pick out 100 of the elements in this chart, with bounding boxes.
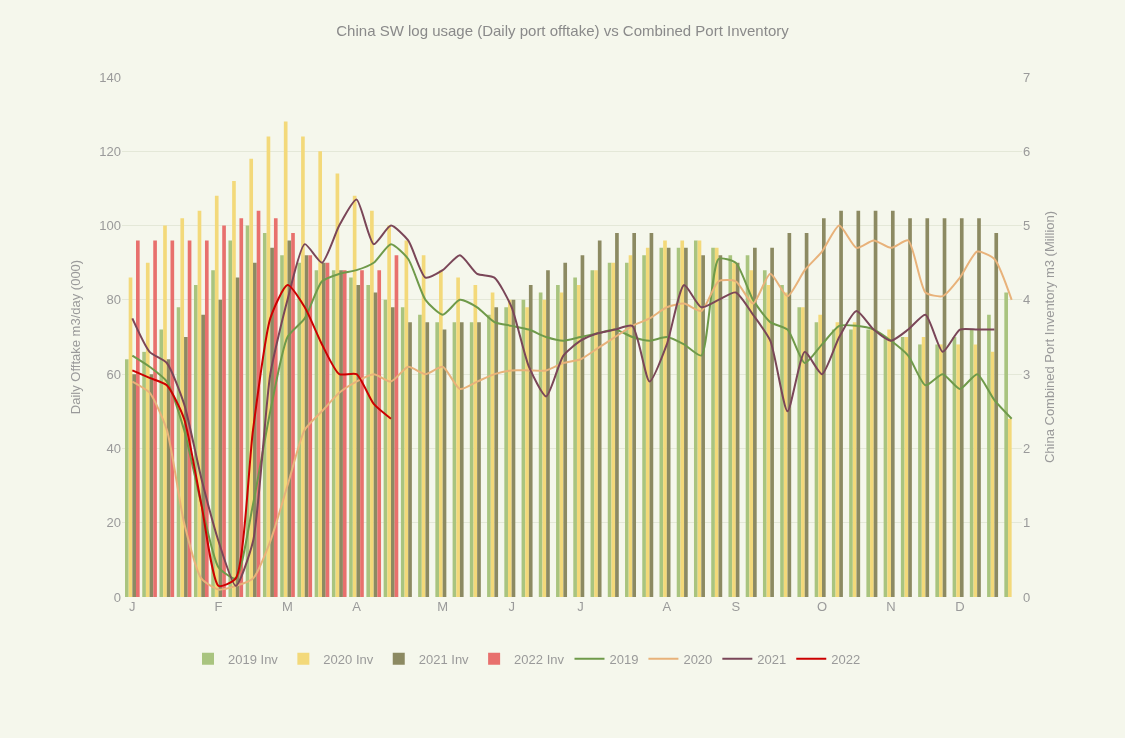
bar <box>797 307 802 597</box>
bar <box>663 240 667 597</box>
bar <box>204 240 209 597</box>
y-tick-label: 80 <box>106 292 121 308</box>
y-axis-title: Daily Offtake m3/day (000) <box>68 259 84 415</box>
x-tick-label: D <box>955 599 965 614</box>
y-tick-label: 20 <box>106 515 121 531</box>
bar <box>908 218 912 597</box>
bar <box>136 240 140 597</box>
bar <box>297 262 302 597</box>
y2-tick-label: 0 <box>1023 589 1031 605</box>
bar <box>749 270 754 597</box>
bar <box>280 255 284 597</box>
bar <box>228 240 233 597</box>
bar <box>783 292 788 597</box>
bar <box>959 218 964 597</box>
bar <box>611 262 616 597</box>
bar <box>939 344 943 597</box>
x-tick-label: J <box>129 599 136 614</box>
bar <box>780 285 784 597</box>
bar <box>387 225 391 597</box>
bar <box>594 270 598 597</box>
y2-tick-label: 5 <box>1023 218 1031 234</box>
legend-label: 2019 <box>609 651 639 667</box>
y2-tick-label: 6 <box>1023 143 1031 159</box>
x-tick-label: A <box>352 599 362 614</box>
bar <box>214 195 219 597</box>
bar <box>170 240 175 597</box>
legend-label: 2022 <box>831 651 861 667</box>
bar <box>887 329 891 597</box>
bar <box>714 247 719 597</box>
bar <box>866 329 871 597</box>
bar <box>400 307 405 597</box>
bar <box>831 329 836 597</box>
bar <box>542 299 547 597</box>
bar <box>856 210 861 597</box>
x-tick-label: A <box>662 599 672 614</box>
bar <box>408 322 412 597</box>
legend-label: 2020 <box>683 651 713 667</box>
bar <box>546 270 550 597</box>
bar <box>283 121 288 597</box>
bar <box>349 277 353 597</box>
x-tick-label: J <box>577 599 584 614</box>
bar <box>370 210 374 597</box>
bar <box>890 210 895 597</box>
bar <box>839 210 843 597</box>
y-tick-label: 60 <box>106 366 121 382</box>
bar <box>925 218 930 597</box>
bar <box>456 277 460 597</box>
bar <box>366 285 371 597</box>
x-tick-label: F <box>214 599 223 614</box>
y2-tick-label: 2 <box>1023 440 1031 456</box>
bar <box>556 285 560 597</box>
y-tick-label: 140 <box>99 69 121 85</box>
x-tick-label: O <box>816 599 828 614</box>
bar <box>935 344 940 597</box>
chart-title: China SW log usage (Daily port offtake) vs Combined Port Inventory <box>336 22 790 40</box>
y-tick-label: 100 <box>99 218 121 234</box>
bar <box>342 270 347 597</box>
y2-tick-label: 7 <box>1023 69 1031 85</box>
y-tick-label: 40 <box>106 440 121 456</box>
legend-label: 2022 Inv <box>514 651 565 667</box>
bar <box>291 233 295 597</box>
bar <box>728 255 733 597</box>
bar <box>390 307 395 597</box>
bar <box>711 247 715 597</box>
bar <box>956 344 960 597</box>
bar <box>977 218 981 597</box>
bar <box>273 218 278 597</box>
legend-label: 2020 Inv <box>323 651 374 667</box>
bar <box>1004 292 1008 597</box>
legend-label: 2021 Inv <box>418 651 470 667</box>
bar <box>494 307 499 597</box>
bar <box>418 314 422 597</box>
bar <box>322 262 326 597</box>
bar <box>770 247 774 597</box>
bar <box>239 218 244 597</box>
bar <box>597 240 602 597</box>
x-tick-label: M <box>437 599 449 614</box>
bar <box>153 240 157 597</box>
bar <box>125 359 129 597</box>
bar <box>469 322 474 597</box>
bar <box>528 285 533 597</box>
bar <box>576 285 581 597</box>
bar <box>180 218 185 597</box>
y2-tick-label: 4 <box>1023 292 1031 308</box>
bar <box>435 322 440 597</box>
bar <box>994 233 999 597</box>
bar <box>870 329 874 597</box>
bar <box>331 270 336 597</box>
x-tick-label: M <box>282 599 293 614</box>
bar <box>693 240 698 597</box>
line-series <box>131 284 392 587</box>
y-tick-label: 0 <box>113 589 121 605</box>
bar <box>232 181 236 597</box>
bar <box>701 255 705 597</box>
y-tick-label: 120 <box>99 143 121 159</box>
bar <box>504 307 508 597</box>
bar <box>684 247 688 597</box>
bar <box>632 233 637 597</box>
